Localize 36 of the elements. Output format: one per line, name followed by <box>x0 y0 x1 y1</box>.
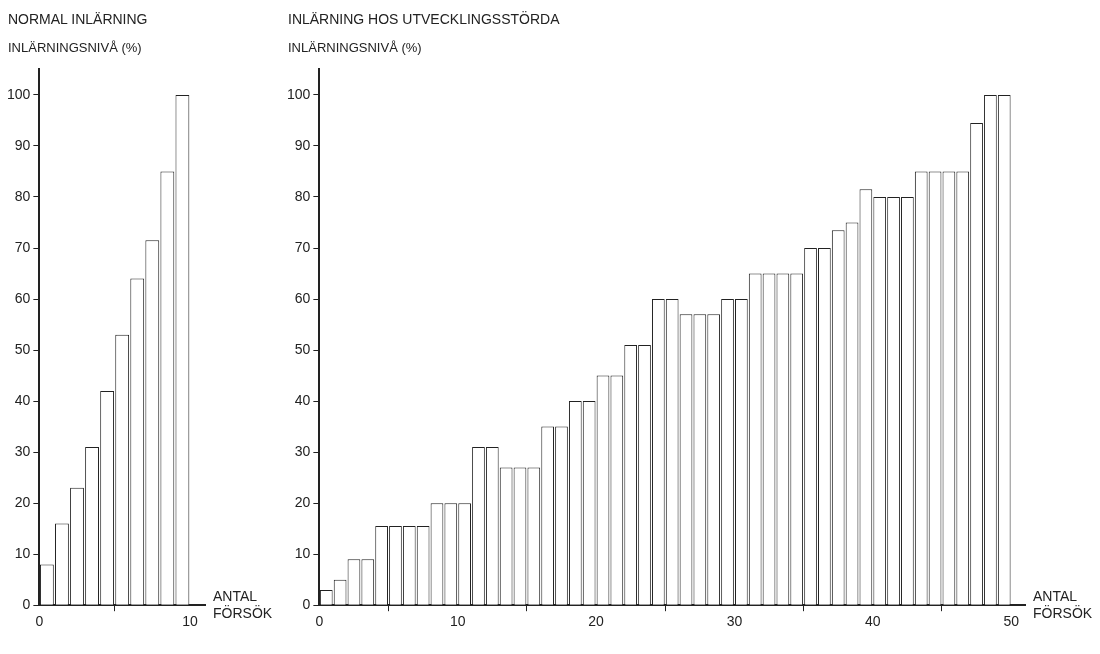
y-tick-label: 100 <box>287 85 311 102</box>
y-tick-label: 90 <box>294 136 311 153</box>
y-tick-label: 70 <box>14 238 31 255</box>
x-tick-label: 50 <box>1003 613 1020 630</box>
y-tick-label: 10 <box>14 545 31 562</box>
y-tick-label: 100 <box>7 85 31 102</box>
y-tick-label: 20 <box>14 494 31 510</box>
y-tick-label: 80 <box>14 187 31 204</box>
x-tick-label: 20 <box>588 613 605 630</box>
y-tick-label: 50 <box>294 340 311 357</box>
y-axis-title: INLÄRNINGSNIVÅ (%) <box>287 39 423 57</box>
y-tick-label: 40 <box>14 391 31 408</box>
y-tick-label: 60 <box>14 289 31 306</box>
x-tick-label: 0 <box>35 613 44 630</box>
y-tick-label: 0 <box>22 596 31 613</box>
y-tick-label: 0 <box>302 596 311 613</box>
x-tick-label: 0 <box>315 613 324 630</box>
x-axis-title: ANTAL FÖRSÖK <box>213 588 273 622</box>
y-tick-label: 60 <box>294 289 311 306</box>
x-tick-label: 40 <box>865 613 881 630</box>
y-axis-title: INLÄRNINGSNIVÅ (%) <box>7 39 143 57</box>
y-tick-label: 50 <box>14 340 31 357</box>
y-tick-label: 10 <box>294 545 311 562</box>
y-tick-label: 90 <box>14 136 31 153</box>
x-tick-label: 10 <box>182 613 198 630</box>
x-tick-label: 10 <box>449 613 466 630</box>
y-tick-label: 40 <box>294 391 311 408</box>
y-tick-label: 30 <box>14 442 31 459</box>
chart-title: NORMAL INLÄRNING <box>7 10 149 29</box>
y-tick-label: 30 <box>294 442 311 459</box>
y-tick-label: 80 <box>294 187 311 204</box>
y-tick-label: 20 <box>294 494 311 510</box>
y-tick-label: 70 <box>294 238 311 255</box>
x-tick-label: 30 <box>726 613 743 630</box>
x-axis-title: ANTAL FÖRSÖK <box>1033 588 1093 622</box>
chart-title: INLÄRNING HOS UTVECKLINGSSTÖRDA <box>287 10 561 29</box>
